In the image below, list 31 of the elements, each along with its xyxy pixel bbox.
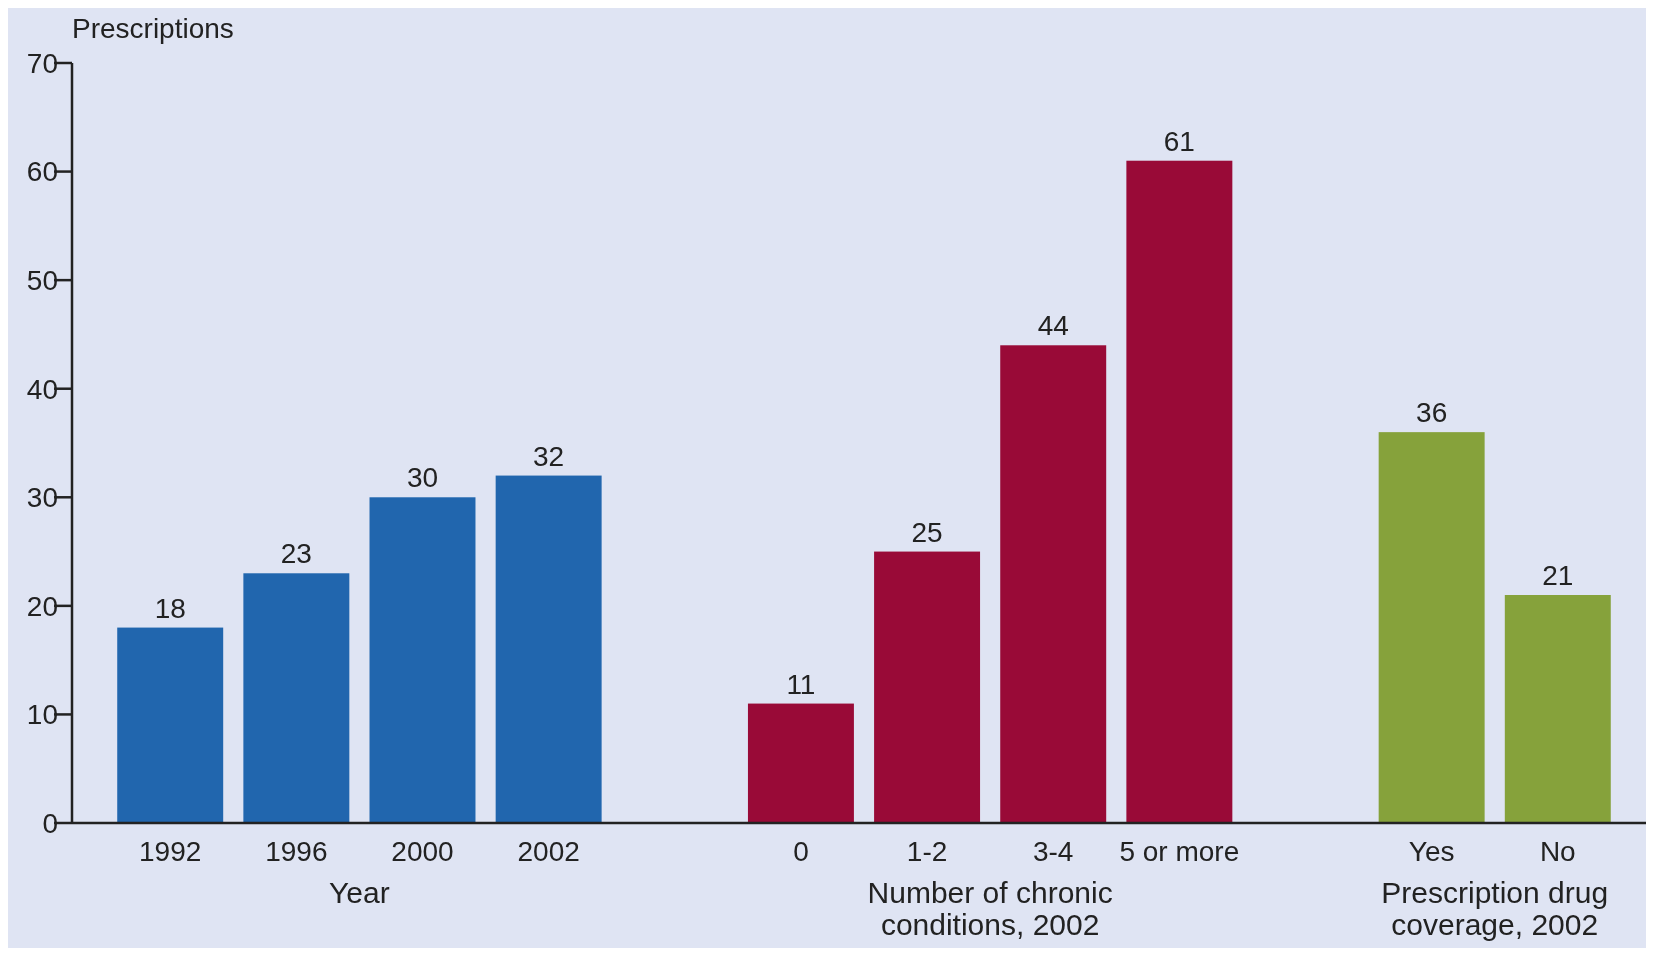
x-tick-label: 1992 xyxy=(139,836,202,867)
x-tick-label: 5 or more xyxy=(1119,836,1240,867)
data-label: 44 xyxy=(1037,310,1069,342)
data-label: 21 xyxy=(1542,560,1574,591)
y-tick-label: 30 xyxy=(26,482,58,514)
x-tick-label: Yes xyxy=(1408,836,1455,867)
text: Prescription drug coverage, 2002 xyxy=(1381,876,1609,941)
y-tick-label: 70 xyxy=(26,47,58,79)
y-tick-label: 60 xyxy=(26,156,58,188)
data-label: 11 xyxy=(786,668,816,700)
data-label: 36 xyxy=(1416,397,1448,429)
x-tick-label: 1996 xyxy=(265,836,328,867)
text: Year xyxy=(329,876,390,909)
data-label: 32 xyxy=(533,440,565,472)
x-tick-label: No xyxy=(1539,836,1576,867)
x-tick-label: 1-2 xyxy=(906,836,948,867)
x-tick-label: 2000 xyxy=(391,836,454,867)
x-tick-label: 2002 xyxy=(517,836,580,867)
data-label: 61 xyxy=(1163,125,1195,157)
x-tick-label: 3-4 xyxy=(1032,836,1074,867)
y-axis-title: Prescriptions xyxy=(72,13,234,44)
x-tick-label: 0 xyxy=(793,836,809,867)
data-label: 23 xyxy=(280,538,312,570)
y-tick-label: 40 xyxy=(26,373,58,405)
data-label: 25 xyxy=(911,516,943,548)
y-tick-label: 10 xyxy=(26,699,58,731)
text: Number of chronic conditions, 2002 xyxy=(867,876,1113,941)
y-tick-label: 20 xyxy=(26,590,58,622)
y-tick-label: 50 xyxy=(26,264,58,296)
data-label: 18 xyxy=(154,592,186,624)
data-label: 30 xyxy=(406,462,439,494)
